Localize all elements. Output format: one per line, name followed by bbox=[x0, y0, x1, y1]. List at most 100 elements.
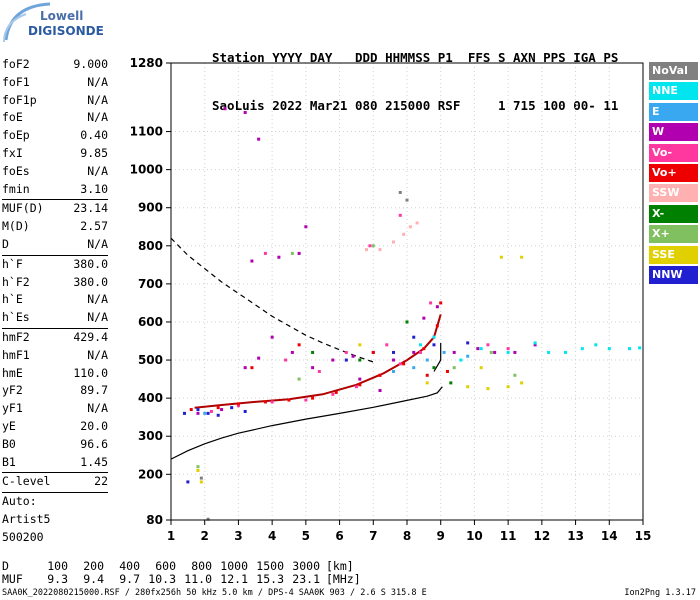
param-separator bbox=[2, 472, 108, 474]
echo-point bbox=[506, 385, 510, 389]
param-name: B0 bbox=[2, 436, 16, 451]
param-name: h`Es bbox=[2, 310, 30, 325]
echo-point bbox=[429, 301, 433, 305]
echo-point bbox=[216, 413, 220, 417]
chart-curves bbox=[170, 237, 443, 460]
legend-item: E bbox=[649, 102, 698, 121]
logo-line2: DIGISONDE bbox=[28, 24, 104, 38]
trace-curve bbox=[433, 342, 442, 372]
param-name: M(D) bbox=[2, 219, 30, 234]
echo-point bbox=[466, 354, 470, 358]
echo-point bbox=[243, 409, 247, 413]
echo-point bbox=[466, 341, 470, 345]
echo-point bbox=[378, 373, 382, 377]
row-value: 200 bbox=[83, 559, 104, 573]
param-name: foF2 bbox=[2, 57, 30, 71]
echo-point bbox=[182, 411, 186, 415]
param-row: MUF(D) 23.14 bbox=[2, 200, 108, 218]
echo-point bbox=[358, 383, 362, 387]
param-value: N/A bbox=[87, 347, 108, 362]
param-row: fmin 3.10 bbox=[2, 181, 108, 199]
param-name: B1 bbox=[2, 454, 16, 469]
param-name: hmE bbox=[2, 365, 23, 380]
param-row: foF1p N/A bbox=[2, 92, 108, 110]
param-value: N/A bbox=[87, 310, 108, 325]
logo-graphic bbox=[3, 2, 51, 43]
echo-point bbox=[284, 358, 288, 362]
echo-point bbox=[392, 350, 396, 354]
param-row: foF1 N/A bbox=[2, 74, 108, 92]
echo-point bbox=[358, 343, 362, 347]
echo-point bbox=[368, 244, 372, 248]
station-header: Station YYYY DAY DDD HHMMSS P1 FFS S AXN… bbox=[212, 18, 618, 130]
echo-point bbox=[425, 358, 429, 362]
echo-point bbox=[392, 240, 396, 244]
echo-point bbox=[297, 343, 301, 347]
param-row: B1 1.45 bbox=[2, 454, 108, 472]
echo-point bbox=[297, 377, 301, 381]
echo-point bbox=[196, 411, 200, 415]
param-value: 429.4 bbox=[73, 329, 108, 344]
echo-point bbox=[415, 221, 419, 225]
echo-point bbox=[290, 350, 294, 354]
x-tick-label: 7 bbox=[369, 529, 377, 543]
y-tick-label: 600 bbox=[138, 315, 163, 329]
echo-point bbox=[476, 347, 480, 351]
echo-point bbox=[442, 350, 446, 354]
echo-point bbox=[425, 381, 429, 385]
echo-point bbox=[263, 251, 267, 255]
y-tick-label: 80 bbox=[146, 513, 163, 527]
software-version: Ion2Png 1.3.17 bbox=[624, 588, 696, 598]
param-value: N/A bbox=[87, 401, 108, 416]
y-tick-label: 800 bbox=[138, 239, 163, 253]
echo-point bbox=[594, 343, 598, 347]
legend-item: Vo+ bbox=[649, 163, 698, 182]
echo-point bbox=[257, 356, 261, 360]
x-tick-label: 14 bbox=[601, 529, 618, 543]
param-name: fxI bbox=[2, 145, 23, 160]
x-tick-label: 5 bbox=[302, 529, 310, 543]
echo-point bbox=[371, 244, 375, 248]
footer-info: SAA0K_2022080215000.RSF / 280fx256h 50 k… bbox=[2, 588, 427, 598]
echo-point bbox=[402, 232, 406, 236]
row-unit: [MHz] bbox=[326, 572, 361, 586]
param-value: N/A bbox=[87, 292, 108, 307]
legend-item: SSW bbox=[649, 184, 698, 203]
y-tick-label: 500 bbox=[138, 353, 163, 367]
muf-row: MUF 9.3 9.4 9.7 10.3 11.0 12.1 15.3 23.1 [MHz] bbox=[2, 573, 361, 586]
echo-point bbox=[398, 213, 402, 217]
echo-point bbox=[499, 255, 503, 259]
param-value: N/A bbox=[87, 163, 108, 178]
param-name: C-level bbox=[2, 474, 51, 489]
legend-item: X- bbox=[649, 204, 698, 223]
header-line2: SaoLuis 2022 Mar21 080 215000 RSF 1 715 … bbox=[212, 98, 619, 113]
y-tick-label: 900 bbox=[138, 201, 163, 215]
echo-point bbox=[263, 400, 267, 404]
echo-point bbox=[199, 476, 203, 480]
echo-point bbox=[520, 381, 524, 385]
echo-point bbox=[466, 385, 470, 389]
x-tick-label: 1 bbox=[167, 529, 175, 543]
param-value: N/A bbox=[87, 236, 108, 251]
echo-point bbox=[418, 350, 422, 354]
x-axis-ticks: 1 2 3 4 5 6 7 8 9 10 11 12 13 14 15 bbox=[167, 520, 652, 543]
x-tick-label: 10 bbox=[466, 529, 483, 543]
param-value: 22 bbox=[94, 474, 108, 489]
echo-point bbox=[206, 411, 210, 415]
x-tick-label: 15 bbox=[635, 529, 652, 543]
echo-point bbox=[506, 347, 510, 351]
row-value: 9.7 bbox=[119, 572, 140, 586]
param-separator bbox=[2, 254, 108, 256]
echo-point bbox=[196, 465, 200, 469]
echo-point bbox=[317, 369, 321, 373]
echo-point bbox=[547, 350, 551, 354]
param-row: foE N/A bbox=[2, 109, 108, 127]
x-tick-label: 9 bbox=[437, 529, 445, 543]
y-tick-label: 1100 bbox=[130, 125, 163, 139]
echo-point bbox=[479, 366, 483, 370]
row-value: 9.4 bbox=[83, 572, 104, 586]
echo-point bbox=[311, 350, 315, 354]
logo-swoosh-icon bbox=[4, 2, 51, 41]
parameters-panel: foF2 9.000 foF1 N/A foF1p N/A foE N/A foEp 0.40 fx… bbox=[2, 56, 108, 547]
y-tick-label: 200 bbox=[138, 467, 163, 481]
